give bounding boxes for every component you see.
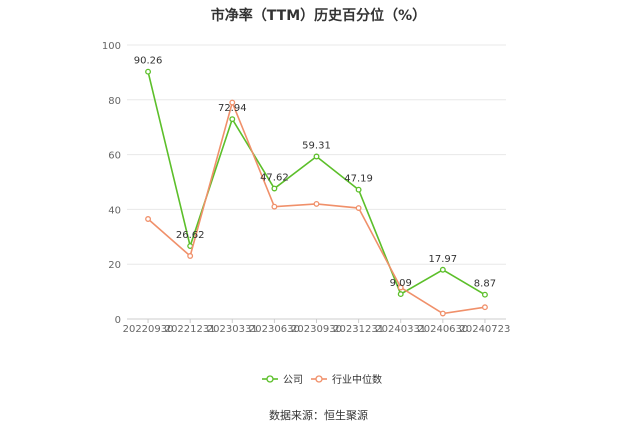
data-label: 90.26 bbox=[134, 56, 163, 67]
legend-label-0: 公司 bbox=[283, 375, 303, 386]
data-labels: 90.26 26.62 72.94 47.62 59.31 47.19 9.09 17.97 8… bbox=[134, 56, 496, 290]
data-point bbox=[313, 200, 320, 207]
data-label: 8.87 bbox=[474, 279, 496, 290]
data-point bbox=[229, 99, 236, 106]
data-point bbox=[313, 153, 320, 160]
data-point bbox=[481, 304, 488, 311]
x-axis: 2022093020221231202303312023063020230930… bbox=[123, 319, 510, 335]
legend[interactable]: 公司 行业中位数 bbox=[262, 373, 382, 386]
x-tick-label: 20230630 bbox=[249, 324, 300, 335]
data-point bbox=[229, 116, 236, 123]
y-tick-label: 20 bbox=[108, 260, 121, 271]
data-label: 47.62 bbox=[260, 173, 289, 184]
x-tick-label: 20221231 bbox=[165, 324, 216, 335]
data-point bbox=[187, 253, 194, 259]
y-tick-label: 0 bbox=[115, 315, 121, 326]
data-point bbox=[355, 205, 362, 211]
data-point bbox=[145, 68, 152, 75]
data-point bbox=[439, 310, 446, 317]
grid-lines bbox=[127, 44, 506, 320]
data-label: 26.62 bbox=[176, 230, 205, 241]
y-axis: 0 20 40 60 80 100 bbox=[102, 41, 121, 326]
y-tick-label: 100 bbox=[102, 41, 121, 52]
data-label: 72.94 bbox=[218, 103, 247, 114]
x-tick-label: 20230331 bbox=[207, 324, 258, 335]
data-point bbox=[145, 216, 152, 222]
data-point bbox=[355, 186, 362, 193]
data-label: 47.19 bbox=[344, 174, 373, 185]
data-point bbox=[397, 284, 404, 291]
x-tick-label: 20240630 bbox=[417, 324, 468, 335]
x-tick-label: 20230930 bbox=[291, 324, 342, 335]
series-line-1 bbox=[147, 100, 486, 315]
legend-marker-0 bbox=[266, 375, 274, 383]
x-tick-label: 20231231 bbox=[333, 324, 384, 335]
x-tick-label: 20240723 bbox=[459, 324, 510, 335]
y-tick-label: 40 bbox=[108, 205, 121, 216]
data-point bbox=[397, 291, 404, 298]
legend-label-1: 行业中位数 bbox=[332, 373, 382, 386]
data-label: 59.31 bbox=[302, 140, 331, 151]
series-layer bbox=[145, 68, 488, 317]
x-tick-label: 20220930 bbox=[123, 324, 174, 335]
data-point bbox=[439, 266, 446, 273]
data-label: 17.97 bbox=[429, 254, 458, 265]
y-tick-label: 80 bbox=[108, 96, 121, 107]
x-tick-label: 20240331 bbox=[375, 324, 426, 335]
data-point bbox=[481, 291, 488, 298]
data-point bbox=[271, 185, 278, 192]
data-point bbox=[271, 203, 278, 210]
data-label: 9.09 bbox=[390, 278, 412, 289]
legend-marker-1 bbox=[315, 375, 323, 383]
chart-title: 市净率（TTM）历史百分位（%） bbox=[210, 8, 427, 24]
data-source: 数据来源：恒生聚源 bbox=[269, 409, 368, 422]
y-tick-label: 60 bbox=[108, 151, 121, 162]
